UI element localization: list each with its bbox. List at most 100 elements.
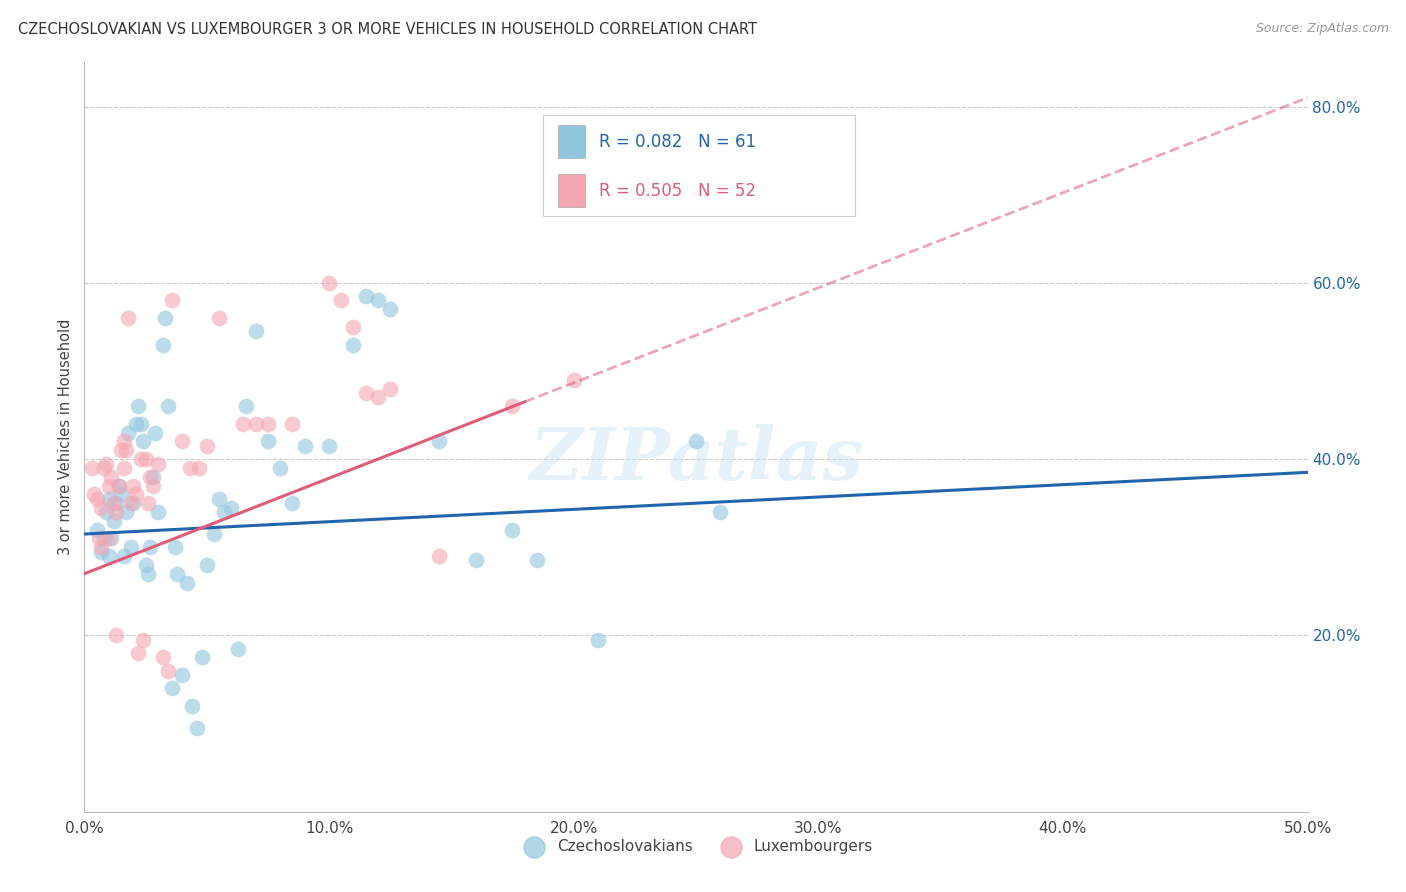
Point bbox=[152, 650, 174, 665]
Point bbox=[367, 293, 389, 308]
Point bbox=[100, 469, 122, 483]
Point bbox=[135, 558, 157, 572]
Text: R = 0.505   N = 52: R = 0.505 N = 52 bbox=[599, 182, 756, 200]
Point bbox=[195, 558, 218, 572]
Point bbox=[163, 541, 186, 555]
Point bbox=[120, 496, 142, 510]
Point bbox=[281, 417, 304, 431]
Point bbox=[122, 496, 145, 510]
Point bbox=[90, 544, 112, 558]
Point bbox=[127, 399, 149, 413]
Point bbox=[139, 541, 162, 555]
Point bbox=[281, 496, 304, 510]
Legend: Czechoslovakians, Luxembourgers: Czechoslovakians, Luxembourgers bbox=[513, 833, 879, 860]
Point bbox=[146, 457, 169, 471]
Point bbox=[90, 500, 112, 515]
Point bbox=[136, 496, 159, 510]
Point bbox=[427, 549, 450, 563]
Point bbox=[172, 434, 194, 449]
Point bbox=[117, 425, 139, 440]
Point bbox=[186, 721, 208, 735]
Point bbox=[112, 434, 135, 449]
Point bbox=[354, 289, 377, 303]
Point bbox=[212, 505, 235, 519]
Point bbox=[162, 681, 184, 696]
Point bbox=[125, 417, 148, 431]
Point bbox=[257, 417, 280, 431]
Point bbox=[232, 417, 254, 431]
Text: Source: ZipAtlas.com: Source: ZipAtlas.com bbox=[1256, 22, 1389, 36]
Point bbox=[562, 373, 585, 387]
Point bbox=[162, 293, 184, 308]
Point bbox=[122, 478, 145, 492]
Point bbox=[502, 523, 524, 537]
Point bbox=[156, 664, 179, 678]
Point bbox=[269, 461, 291, 475]
Point bbox=[181, 698, 204, 713]
Point bbox=[318, 276, 340, 290]
Point bbox=[93, 461, 115, 475]
Point bbox=[195, 439, 218, 453]
Point bbox=[90, 541, 112, 555]
Point bbox=[86, 523, 108, 537]
Point bbox=[142, 478, 165, 492]
Point bbox=[100, 532, 122, 546]
Point bbox=[142, 469, 165, 483]
Point bbox=[97, 478, 120, 492]
Point bbox=[93, 532, 115, 546]
Point bbox=[380, 302, 402, 317]
Point bbox=[117, 311, 139, 326]
Text: CZECHOSLOVAKIAN VS LUXEMBOURGER 3 OR MORE VEHICLES IN HOUSEHOLD CORRELATION CHAR: CZECHOSLOVAKIAN VS LUXEMBOURGER 3 OR MOR… bbox=[18, 22, 758, 37]
Point bbox=[127, 646, 149, 660]
Point bbox=[115, 505, 138, 519]
Point bbox=[342, 319, 364, 334]
Text: ZIPatlas: ZIPatlas bbox=[529, 424, 863, 495]
Point bbox=[97, 532, 120, 546]
Point bbox=[143, 425, 166, 440]
Point bbox=[202, 527, 225, 541]
Point bbox=[136, 566, 159, 581]
Point bbox=[132, 434, 155, 449]
Point bbox=[129, 417, 152, 431]
Point bbox=[257, 434, 280, 449]
Point bbox=[188, 461, 211, 475]
Point bbox=[586, 632, 609, 647]
Point bbox=[97, 491, 120, 506]
Point bbox=[318, 439, 340, 453]
Point bbox=[112, 461, 135, 475]
Point bbox=[146, 505, 169, 519]
Point bbox=[110, 443, 132, 458]
Point bbox=[502, 399, 524, 413]
Point bbox=[342, 337, 364, 351]
Point bbox=[245, 417, 267, 431]
Point bbox=[110, 487, 132, 501]
Point bbox=[87, 532, 110, 546]
Point bbox=[179, 461, 201, 475]
Point bbox=[96, 457, 118, 471]
Point bbox=[367, 391, 389, 405]
Point bbox=[105, 628, 128, 642]
Point bbox=[107, 478, 129, 492]
Point bbox=[125, 487, 148, 501]
Point bbox=[83, 487, 105, 501]
Point bbox=[115, 443, 138, 458]
Point bbox=[103, 496, 125, 510]
FancyBboxPatch shape bbox=[558, 126, 585, 159]
Point bbox=[526, 553, 548, 567]
Y-axis label: 3 or more Vehicles in Household: 3 or more Vehicles in Household bbox=[58, 319, 73, 555]
Point bbox=[191, 650, 214, 665]
Point bbox=[166, 566, 188, 581]
Point bbox=[208, 491, 231, 506]
FancyBboxPatch shape bbox=[558, 174, 585, 207]
Point bbox=[135, 452, 157, 467]
Point bbox=[139, 469, 162, 483]
Point bbox=[176, 575, 198, 590]
Point bbox=[245, 324, 267, 338]
Point bbox=[132, 632, 155, 647]
FancyBboxPatch shape bbox=[543, 115, 855, 216]
Point bbox=[120, 541, 142, 555]
Point bbox=[97, 549, 120, 563]
Point bbox=[105, 496, 128, 510]
Point bbox=[86, 491, 108, 506]
Point bbox=[685, 434, 707, 449]
